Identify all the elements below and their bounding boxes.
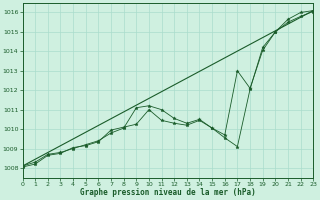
X-axis label: Graphe pression niveau de la mer (hPa): Graphe pression niveau de la mer (hPa) [80, 188, 256, 197]
